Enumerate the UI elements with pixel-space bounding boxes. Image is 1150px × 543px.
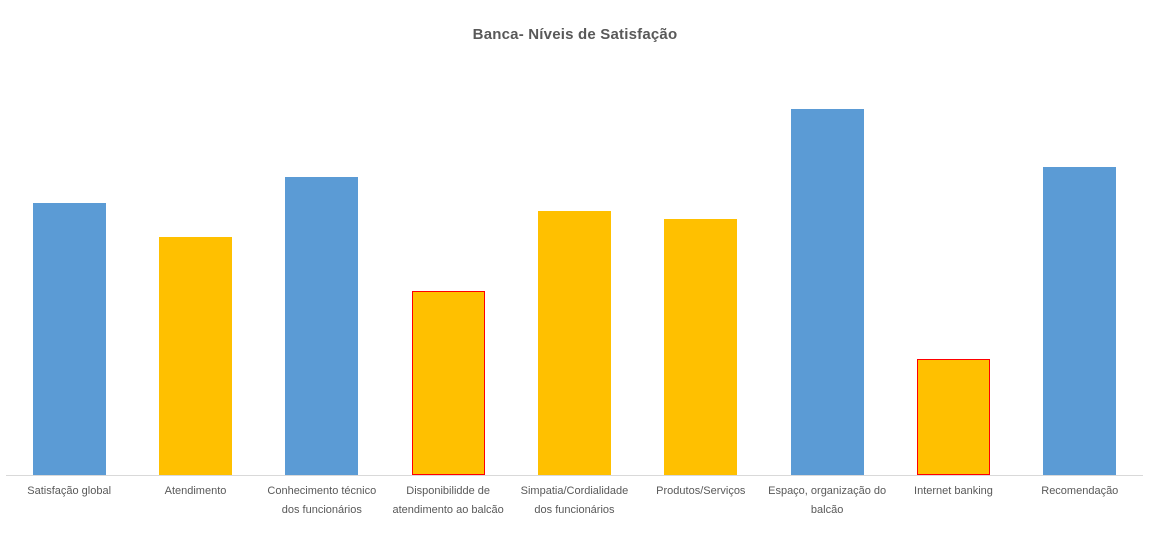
- x-axis-label: Simpatia/Cordialidade dos funcionários: [520, 485, 629, 516]
- bar-3[interactable]: [285, 177, 359, 475]
- x-axis-label: Internet banking: [914, 485, 993, 497]
- bar-slot: [6, 76, 132, 475]
- x-axis-label: Atendimento: [164, 485, 227, 497]
- x-axis-label: Satisfação global: [27, 485, 112, 497]
- bar-1[interactable]: [32, 203, 106, 475]
- bar-slot: [764, 76, 890, 475]
- bar-2[interactable]: [158, 237, 232, 475]
- bar-slot: [511, 76, 637, 475]
- chart-title: Banca- Níveis de Satisfação: [472, 26, 678, 43]
- x-axis-label: Espaço, organização do balcão: [768, 485, 887, 516]
- bar-8[interactable]: [916, 359, 990, 475]
- bar-7[interactable]: [790, 109, 864, 475]
- x-axis-label: Recomendação: [1041, 485, 1119, 497]
- x-axis-label: Disponibilidde de atendimento ao balcão: [392, 485, 504, 516]
- bar-5[interactable]: [537, 211, 611, 475]
- bar-slot: [259, 76, 385, 475]
- plot-area: [6, 76, 1143, 476]
- x-axis-labels: Satisfação global Atendimento Conhecimento…: [6, 482, 1143, 520]
- x-axis-label: Produtos/Serviços: [656, 485, 746, 497]
- x-axis-label: Conhecimento técnico dos funcionários: [267, 485, 377, 516]
- bar-slot: [638, 76, 764, 475]
- bar-4[interactable]: [411, 291, 485, 475]
- bar-slot: [890, 76, 1016, 475]
- bar-slot: [132, 76, 258, 475]
- bar-slot: [385, 76, 511, 475]
- bar-slot: [1017, 76, 1143, 475]
- bar-6[interactable]: [664, 219, 738, 475]
- bar-9[interactable]: [1043, 167, 1117, 475]
